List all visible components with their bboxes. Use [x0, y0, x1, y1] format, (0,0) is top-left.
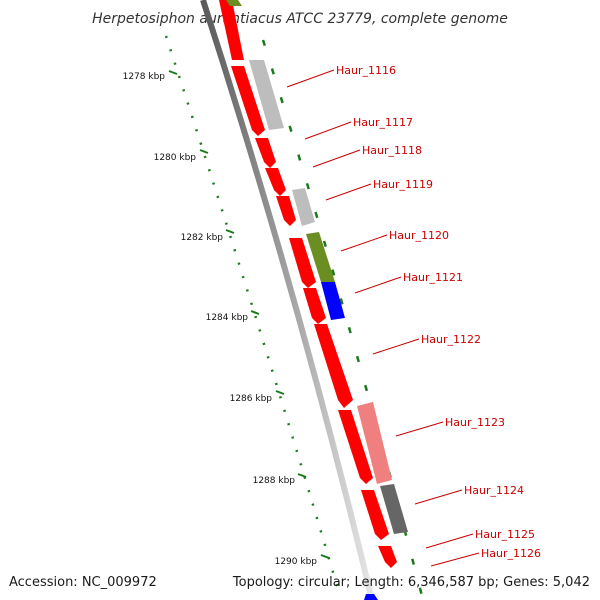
gene-arrow	[219, 0, 244, 60]
gene-box-gray	[292, 188, 315, 226]
gene-box-blue	[321, 282, 345, 320]
gene-arrow	[303, 288, 326, 324]
gene-label-haur-1120: Haur_1120	[389, 229, 449, 242]
gene-box-pink	[357, 402, 392, 484]
gene-label-haur-1122: Haur_1122	[421, 333, 481, 346]
gene-features	[219, 0, 408, 600]
gene-arrow	[231, 66, 265, 136]
gene-box-olive	[226, 0, 242, 6]
tick-label: 1290 kbp	[275, 557, 318, 567]
gene-label-haur-1123: Haur_1123	[445, 416, 505, 429]
genome-backbone	[200, 0, 375, 600]
tick-label: 1278 kbp	[123, 72, 166, 82]
gene-box-dark	[380, 484, 408, 534]
gene-label-haur-1126: Haur_1126	[481, 547, 541, 560]
gene-arrow	[338, 410, 373, 484]
gene-labels: Haur_1116 Haur_1117 Haur_1118 Haur_1119 …	[336, 64, 541, 560]
gene-label-haur-1118: Haur_1118	[362, 144, 422, 157]
gene-label-haur-1119: Haur_1119	[373, 178, 433, 191]
gene-box-blue	[364, 594, 378, 600]
gene-arrow	[265, 168, 286, 196]
tick-label: 1288 kbp	[253, 476, 296, 486]
tick-label: 1284 kbp	[206, 313, 249, 323]
gene-arrow	[289, 238, 316, 288]
genome-title: Herpetosiphon aurantiacus ATCC 23779, co…	[92, 11, 508, 27]
gene-arrow	[276, 196, 296, 226]
gene-label-haur-1116: Haur_1116	[336, 64, 396, 77]
gene-box-gray	[249, 60, 284, 130]
gene-box-olive	[306, 232, 335, 282]
gene-arrow	[378, 546, 397, 568]
tick-label: 1282 kbp	[181, 233, 224, 243]
gene-arrow	[361, 490, 389, 540]
tick-label: 1280 kbp	[154, 153, 197, 163]
inner-tick-ring	[164, 35, 342, 597]
tick-labels: 1278 kbp 1280 kbp 1282 kbp 1284 kbp 1286…	[123, 72, 318, 567]
gene-label-haur-1125: Haur_1125	[475, 528, 535, 541]
gene-label-haur-1117: Haur_1117	[353, 116, 413, 129]
tick-label: 1286 kbp	[230, 394, 273, 404]
genome-summary-text: Topology: circular; Length: 6,346,587 bp…	[232, 575, 590, 590]
accession-text: Accession: NC_009972	[9, 575, 157, 590]
label-leaders	[286, 69, 480, 567]
gene-arrow	[255, 138, 276, 168]
gene-label-haur-1124: Haur_1124	[464, 484, 524, 497]
tick-marks	[168, 70, 330, 559]
gene-label-haur-1121: Haur_1121	[403, 271, 463, 284]
gene-arrow	[314, 324, 353, 408]
